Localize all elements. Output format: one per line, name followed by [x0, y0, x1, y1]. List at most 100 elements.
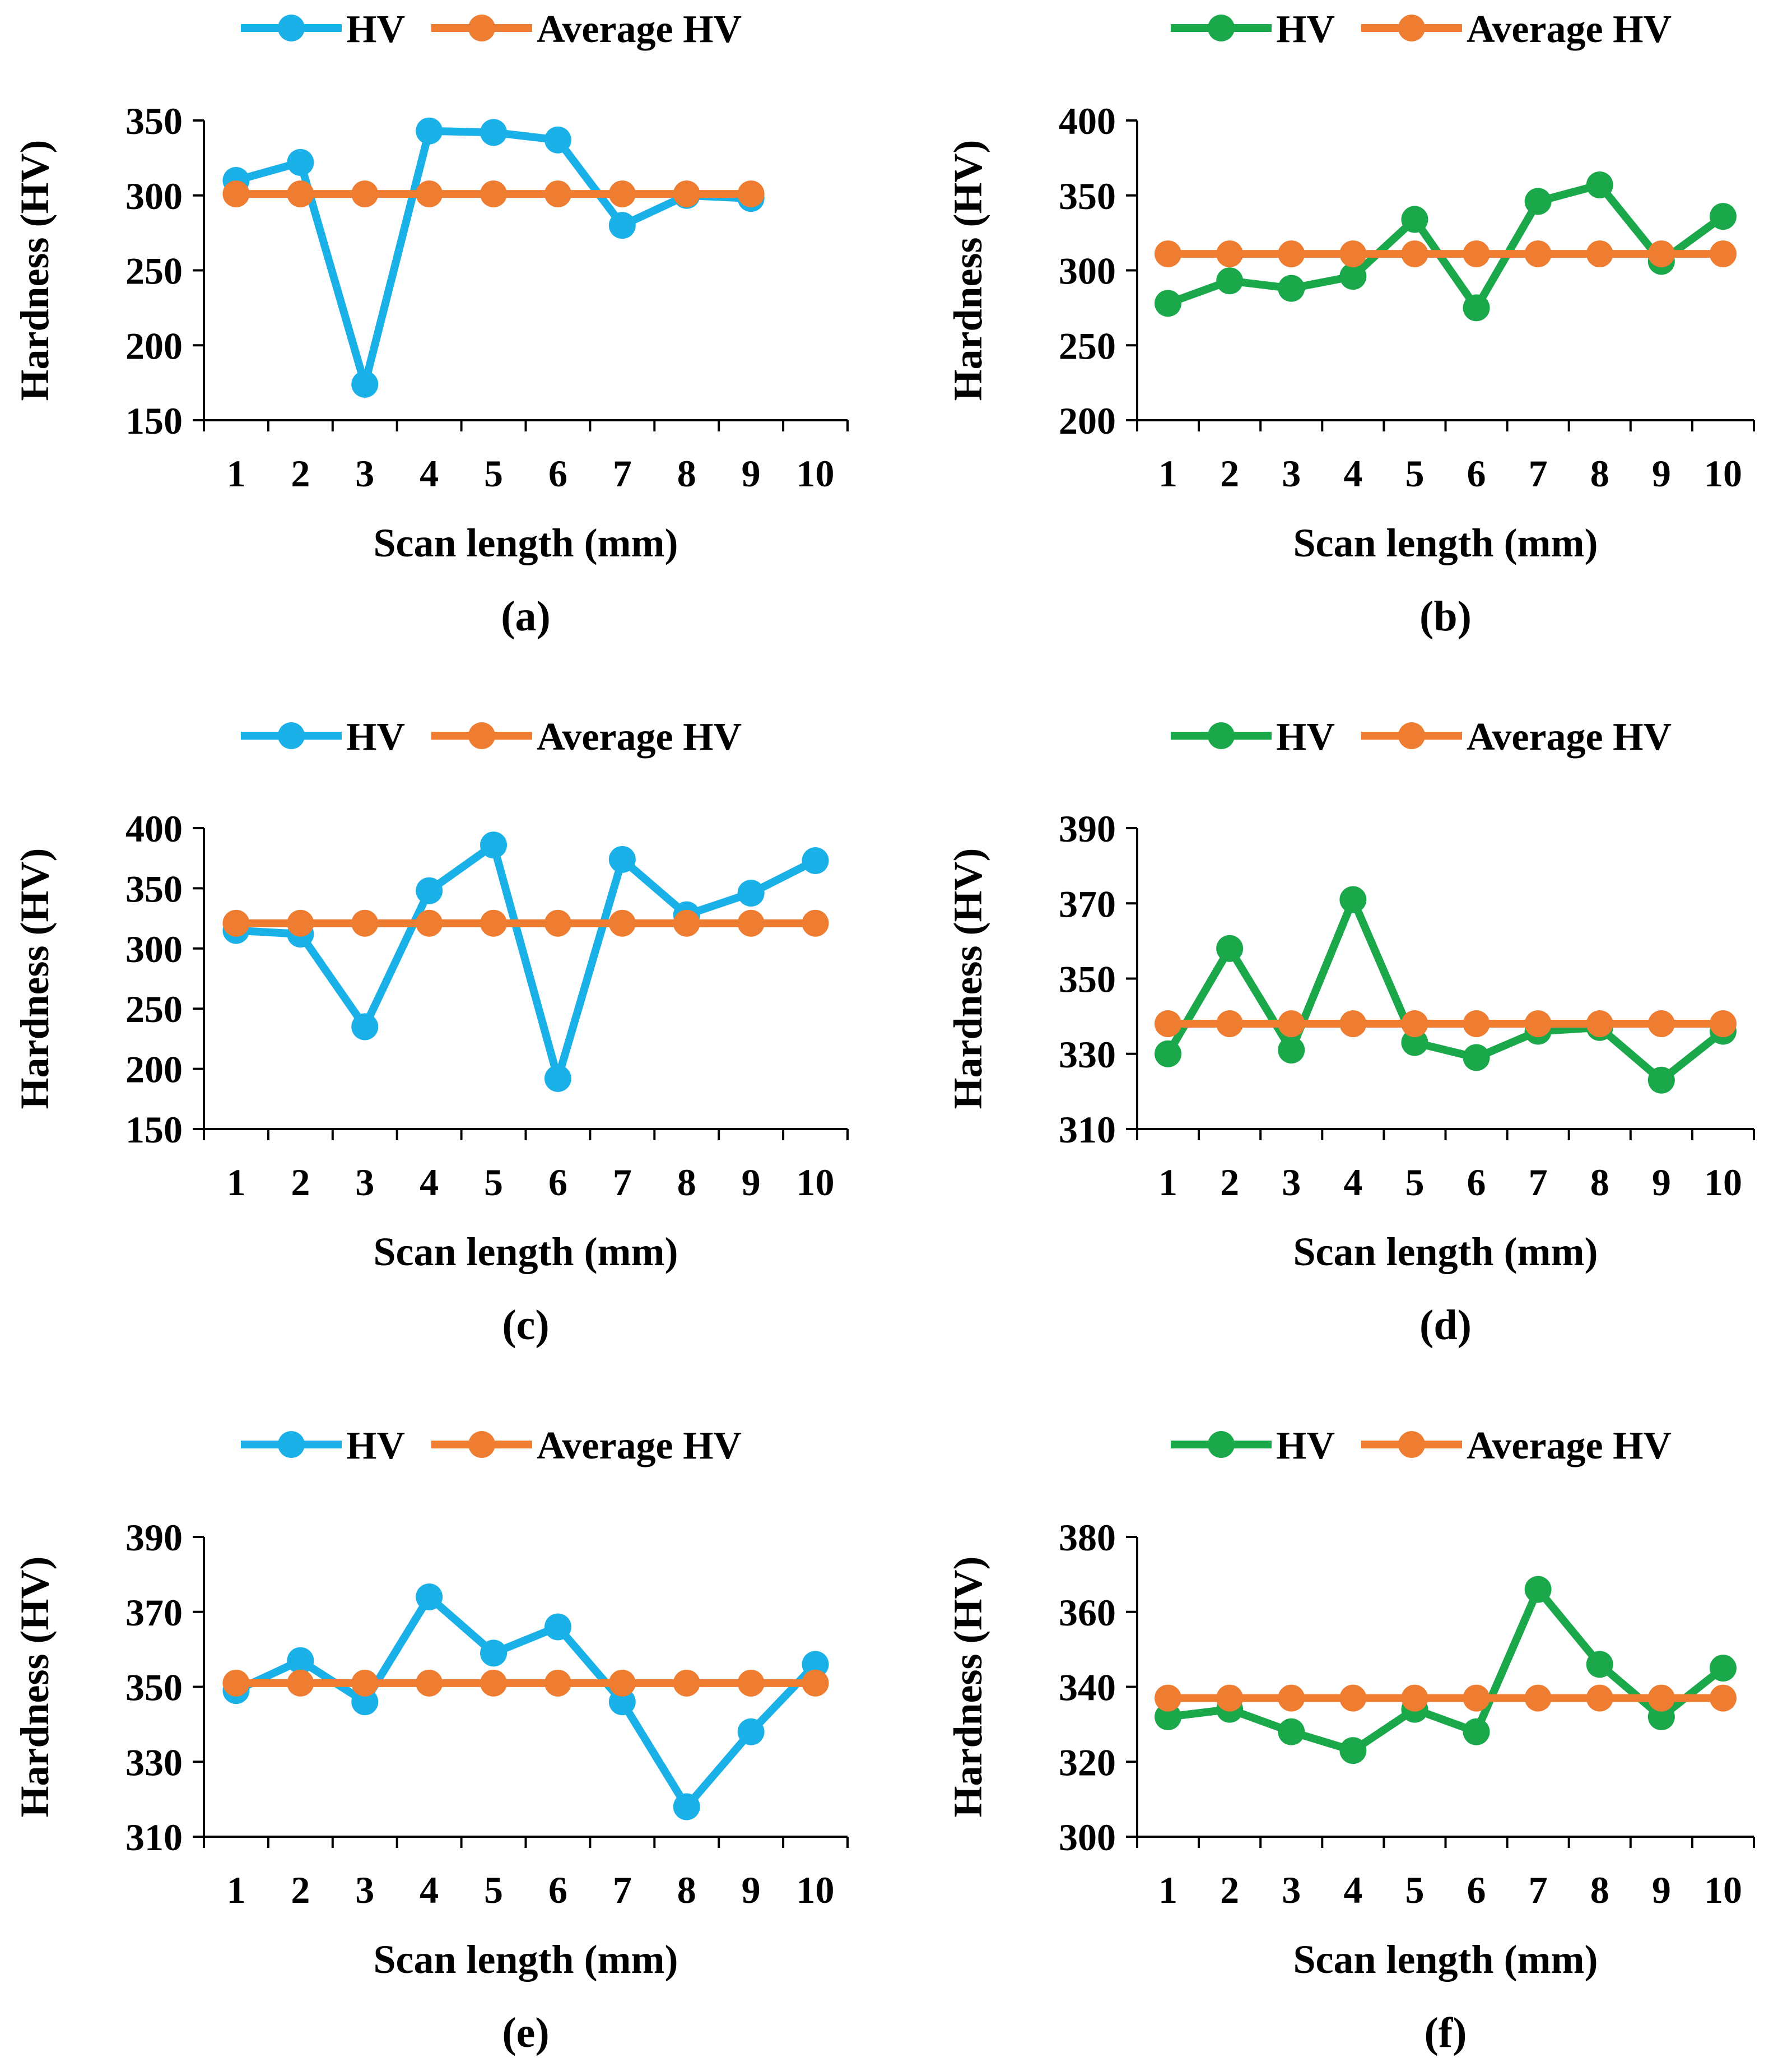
- x-tick-label: 3: [355, 452, 374, 495]
- series-average-hv-point: [351, 180, 379, 208]
- series-average-hv-point: [608, 180, 636, 208]
- x-tick-label: 7: [1529, 452, 1548, 495]
- x-tick-label: 6: [548, 1161, 567, 1204]
- series-hv-point: [1401, 1029, 1428, 1056]
- x-tick-label: 5: [1405, 1161, 1424, 1204]
- series-average-hv-point: [1709, 1684, 1737, 1712]
- y-tick-label: 370: [125, 1591, 183, 1634]
- series-average-hv-point: [1401, 1684, 1428, 1712]
- x-tick-label: 1: [226, 452, 245, 495]
- x-tick-label: 10: [1704, 452, 1742, 495]
- x-tick-label: 9: [1652, 452, 1671, 495]
- legend-hv-marker: [278, 1431, 305, 1458]
- series-average-hv-point: [673, 1669, 700, 1697]
- series-hv-line: [1165, 889, 1726, 1085]
- y-tick-label: 330: [1059, 1033, 1116, 1076]
- legend-hv-label: HV: [1276, 716, 1335, 759]
- series-hv-point: [351, 1013, 379, 1041]
- x-tick-label: 10: [797, 1869, 835, 1911]
- legend-hv-marker: [278, 15, 305, 41]
- series-hv-point: [1586, 171, 1613, 199]
- series-average-hv-point: [1155, 240, 1182, 268]
- series-hv-point: [480, 832, 508, 859]
- series-hv-point: [1155, 290, 1182, 317]
- x-tick-label: 4: [1343, 1161, 1362, 1204]
- x-tick-label: 6: [1467, 1161, 1486, 1204]
- series-average-hv-point: [608, 909, 636, 937]
- x-tick-label: 7: [1529, 1869, 1548, 1911]
- series-hv-point: [287, 1647, 314, 1674]
- series-hv-point: [1155, 1703, 1182, 1730]
- x-tick-label: 5: [484, 452, 503, 495]
- series-hv-point: [1709, 1655, 1737, 1682]
- x-tick-label: 7: [613, 1161, 632, 1204]
- series-average-hv-point: [1647, 240, 1675, 268]
- x-tick-label: 4: [420, 1869, 439, 1911]
- x-tick-label: 6: [548, 1869, 567, 1911]
- series-hv-point: [351, 1688, 379, 1716]
- series-average-hv-point: [222, 909, 250, 937]
- legend-average-label: Average HV: [1467, 8, 1672, 51]
- chart-panel-b: 200 250 300 350 400 1 2 3 4 5 6 7 8 9 10 Scan length (m…: [946, 8, 1755, 640]
- y-tick-label: 350: [125, 867, 183, 910]
- series-hv-point: [416, 877, 443, 904]
- series-average-hv-point: [802, 909, 829, 937]
- series-hv-line: [236, 838, 817, 1093]
- x-tick-label: 8: [677, 1161, 696, 1204]
- y-axis-title: Hardness (HV): [12, 140, 57, 401]
- x-tick-label: 3: [1282, 1869, 1301, 1911]
- series-hv-point: [1216, 267, 1244, 295]
- y-tick-label: 350: [1059, 175, 1116, 217]
- series-hv-point: [608, 846, 636, 873]
- x-tick-label: 9: [742, 1161, 761, 1204]
- y-axis-title: Hardness (HV): [946, 848, 990, 1109]
- y-tick-label: 350: [1059, 958, 1116, 1001]
- legend-hv-label: HV: [346, 8, 405, 51]
- legend-average-label: Average HV: [537, 8, 742, 51]
- series-hv-point: [1709, 203, 1737, 230]
- x-axis-title: Scan length (mm): [374, 521, 678, 565]
- series-average-hv-point: [480, 180, 508, 208]
- series-hv-line: [1166, 180, 1726, 315]
- series-average-hv-point: [1647, 1684, 1675, 1712]
- series-average-hv-point: [737, 1669, 765, 1697]
- legend-hv-marker: [1208, 722, 1235, 749]
- x-tick-label: 10: [797, 1161, 835, 1204]
- y-tick-label: 350: [125, 100, 183, 142]
- chart-panel-e: 310 330 350 370 390 1 2 3 4 5 6 7 8 9 10 Scan length (m…: [12, 1424, 849, 2056]
- legend-average-marker: [1398, 1431, 1425, 1458]
- series-hv-point: [1339, 263, 1367, 290]
- legend-hv-label: HV: [1276, 8, 1335, 51]
- series-average-hv-point: [1401, 240, 1428, 268]
- legend-hv-marker: [1208, 15, 1235, 41]
- y-tick-label: 310: [125, 1816, 183, 1859]
- series-hv-point: [1216, 935, 1244, 962]
- x-tick-label: 4: [1343, 1869, 1362, 1911]
- y-tick-label: 340: [1059, 1666, 1116, 1709]
- series-average-hv-point: [673, 909, 700, 937]
- x-tick-label: 4: [420, 452, 439, 495]
- series-hv-point: [1278, 1037, 1305, 1064]
- series-hv-point: [1401, 206, 1428, 233]
- series-average-hv-point: [673, 180, 700, 208]
- x-tick-label: 7: [613, 1869, 632, 1911]
- series-average-hv-point: [1586, 1010, 1613, 1038]
- series-average-hv-point: [1647, 1010, 1675, 1038]
- series-hv-point: [544, 126, 571, 154]
- legend-hv-label: HV: [346, 1424, 405, 1467]
- x-tick-label: 1: [226, 1161, 245, 1204]
- y-tick-label: 300: [125, 928, 183, 970]
- chart-panel-a: 150 200 250 300 350 1 2 3 4 5 6 7 8 9 10 Scan length (m…: [12, 8, 849, 640]
- series-average-hv-point: [1709, 240, 1737, 268]
- legend-average-marker: [468, 1431, 495, 1458]
- y-axis-title: Hardness (HV): [946, 140, 990, 401]
- series-average-hv-point: [1401, 1010, 1428, 1038]
- x-tick-label: 6: [1467, 1869, 1486, 1911]
- y-tick-label: 330: [125, 1741, 183, 1783]
- series-hv-point: [737, 879, 765, 907]
- x-tick-label: 1: [1158, 452, 1177, 495]
- y-tick-label: 200: [125, 324, 183, 367]
- series-average-hv-point: [737, 909, 765, 937]
